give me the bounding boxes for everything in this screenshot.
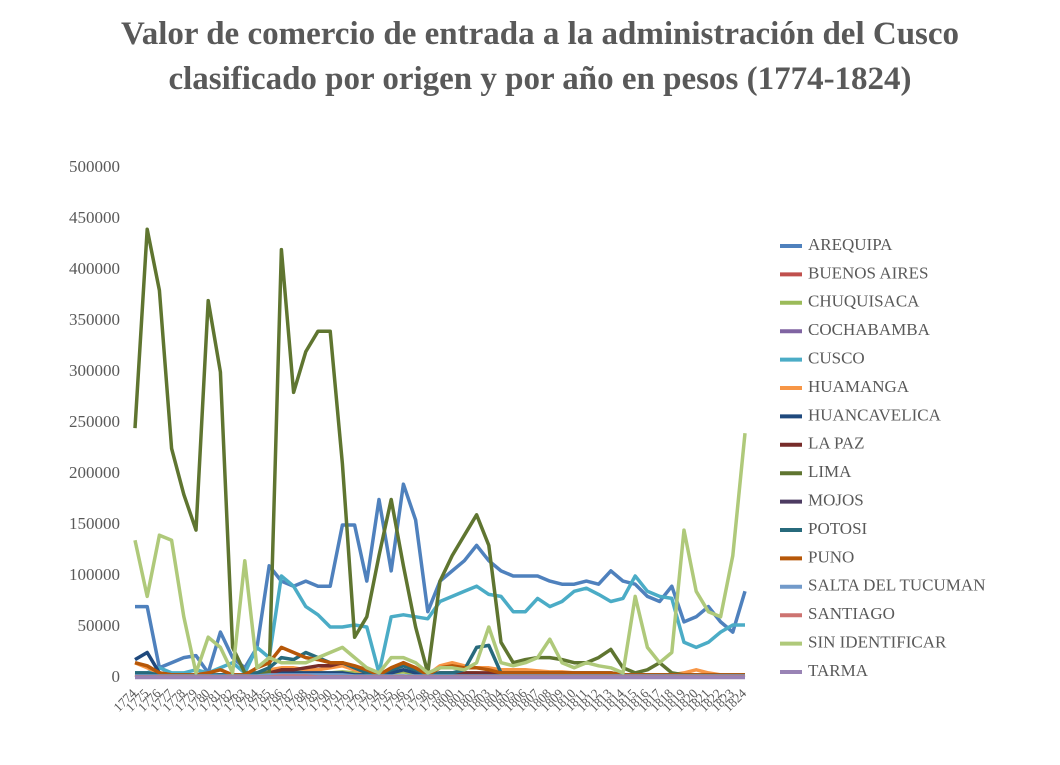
series-line — [133, 227, 746, 678]
series-line — [135, 574, 745, 675]
y-tick-label: 250000 — [69, 412, 120, 431]
legend-label: TARMA — [808, 661, 869, 680]
legend-label: SALTA DEL TUCUMAN — [808, 576, 985, 595]
y-tick-label: 400000 — [69, 259, 120, 278]
legend-label: HUAMANGA — [808, 377, 910, 396]
legend-label: LIMA — [808, 462, 852, 481]
legend-label: COCHABAMBA — [808, 320, 931, 339]
y-tick-label: 500000 — [69, 157, 120, 176]
legend-label: POTOSI — [808, 519, 868, 538]
legend-label: SIN IDENTIFICAR — [808, 633, 947, 652]
y-tick-label: 300000 — [69, 361, 120, 380]
legend-label: MOJOS — [808, 491, 864, 510]
y-tick-label: 350000 — [69, 310, 120, 329]
y-tick-label: 200000 — [69, 463, 120, 482]
y-tick-label: 450000 — [69, 208, 120, 227]
legend-label: CUSCO — [808, 349, 865, 368]
legend-label: BUENOS AIRES — [808, 263, 928, 282]
series-line — [133, 433, 747, 675]
y-tick-label: 0 — [112, 667, 121, 686]
chart-title: Valor de comercio de entrada a la admini… — [120, 16, 960, 97]
y-tick-label: 50000 — [78, 616, 121, 635]
legend-label: PUNO — [808, 547, 854, 566]
y-tick-label: 100000 — [69, 565, 120, 584]
legend-label: SANTIAGO — [808, 604, 895, 623]
legend-label: CHUQUISACA — [808, 292, 920, 311]
legend-label: LA PAZ — [808, 434, 865, 453]
legend-label: AREQUIPA — [808, 235, 893, 254]
y-tick-label: 150000 — [69, 514, 120, 533]
legend-label: HUANCAVELICA — [808, 405, 942, 424]
